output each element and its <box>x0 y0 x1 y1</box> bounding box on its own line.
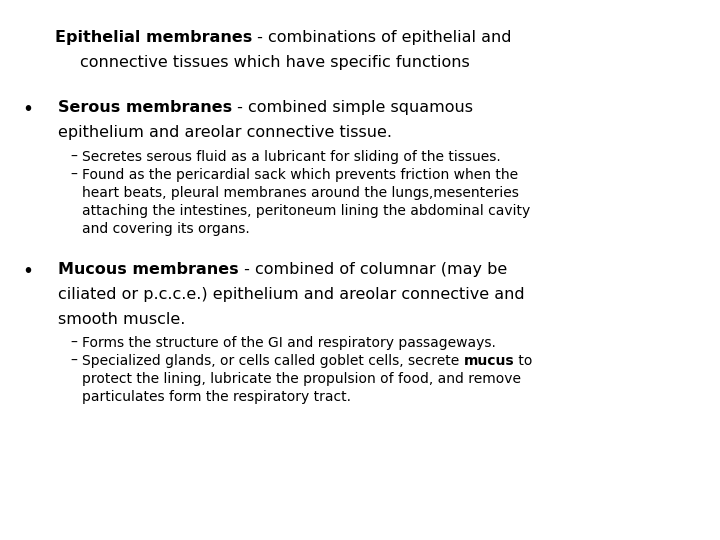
Text: heart beats, pleural membranes around the lungs,mesenteries: heart beats, pleural membranes around th… <box>82 186 519 200</box>
Text: Found as the pericardial sack which prevents friction when the: Found as the pericardial sack which prev… <box>82 168 518 182</box>
Text: epithelium and areolar connective tissue.: epithelium and areolar connective tissue… <box>58 125 392 140</box>
Text: –: – <box>70 336 77 350</box>
Text: Forms the structure of the GI and respiratory passageways.: Forms the structure of the GI and respir… <box>82 336 496 350</box>
Text: –: – <box>70 168 77 182</box>
Text: Mucous membranes: Mucous membranes <box>58 262 238 277</box>
Text: mucus: mucus <box>464 354 514 368</box>
Text: connective tissues which have specific functions: connective tissues which have specific f… <box>80 55 469 70</box>
Text: particulates form the respiratory tract.: particulates form the respiratory tract. <box>82 390 351 404</box>
Text: Serous membranes: Serous membranes <box>58 100 232 115</box>
Text: ciliated or p.c.c.e.) epithelium and areolar connective and: ciliated or p.c.c.e.) epithelium and are… <box>58 287 525 302</box>
Text: Specialized glands, or cells called goblet cells, secrete: Specialized glands, or cells called gobl… <box>82 354 464 368</box>
Text: and covering its organs.: and covering its organs. <box>82 222 250 236</box>
Text: - combined of columnar (may be: - combined of columnar (may be <box>238 262 507 277</box>
Text: Epithelial membranes: Epithelial membranes <box>55 30 252 45</box>
Text: –: – <box>70 150 77 164</box>
Text: attaching the intestines, peritoneum lining the abdominal cavity: attaching the intestines, peritoneum lin… <box>82 204 530 218</box>
Text: to: to <box>514 354 533 368</box>
Text: protect the lining, lubricate the propulsion of food, and remove: protect the lining, lubricate the propul… <box>82 372 521 386</box>
Text: Secretes serous fluid as a lubricant for sliding of the tissues.: Secretes serous fluid as a lubricant for… <box>82 150 500 164</box>
Text: –: – <box>70 354 77 368</box>
Text: •: • <box>22 100 33 119</box>
Text: •: • <box>22 262 33 281</box>
Text: - combined simple squamous: - combined simple squamous <box>232 100 473 115</box>
Text: smooth muscle.: smooth muscle. <box>58 312 185 327</box>
Text: - combinations of epithelial and: - combinations of epithelial and <box>252 30 512 45</box>
